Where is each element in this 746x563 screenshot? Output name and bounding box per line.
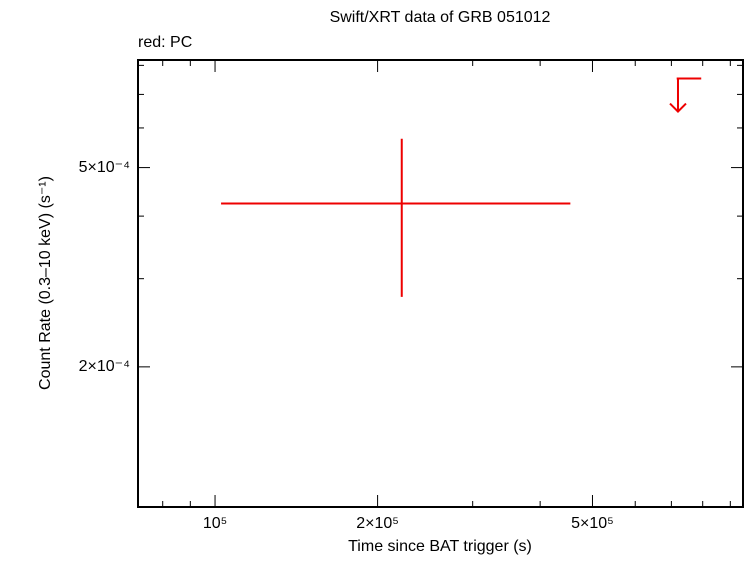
y-tick-label: 5×10⁻⁴ xyxy=(79,159,130,176)
x-axis-label: Time since BAT trigger (s) xyxy=(348,538,532,555)
x-tick-label: 5×10⁵ xyxy=(571,515,614,532)
x-tick-label: 10⁵ xyxy=(203,515,227,532)
plot-frame xyxy=(137,59,744,508)
chart-title: Swift/XRT data of GRB 051012 xyxy=(330,9,551,26)
y-axis-label: Count Rate (0.3–10 keV) (s⁻¹) xyxy=(37,176,54,390)
upper-limit-arrow xyxy=(669,78,687,113)
annotation: red: PC xyxy=(138,34,192,51)
x-tick-label: 2×10⁵ xyxy=(356,515,399,532)
y-tick-label: 2×10⁻⁴ xyxy=(79,358,130,375)
